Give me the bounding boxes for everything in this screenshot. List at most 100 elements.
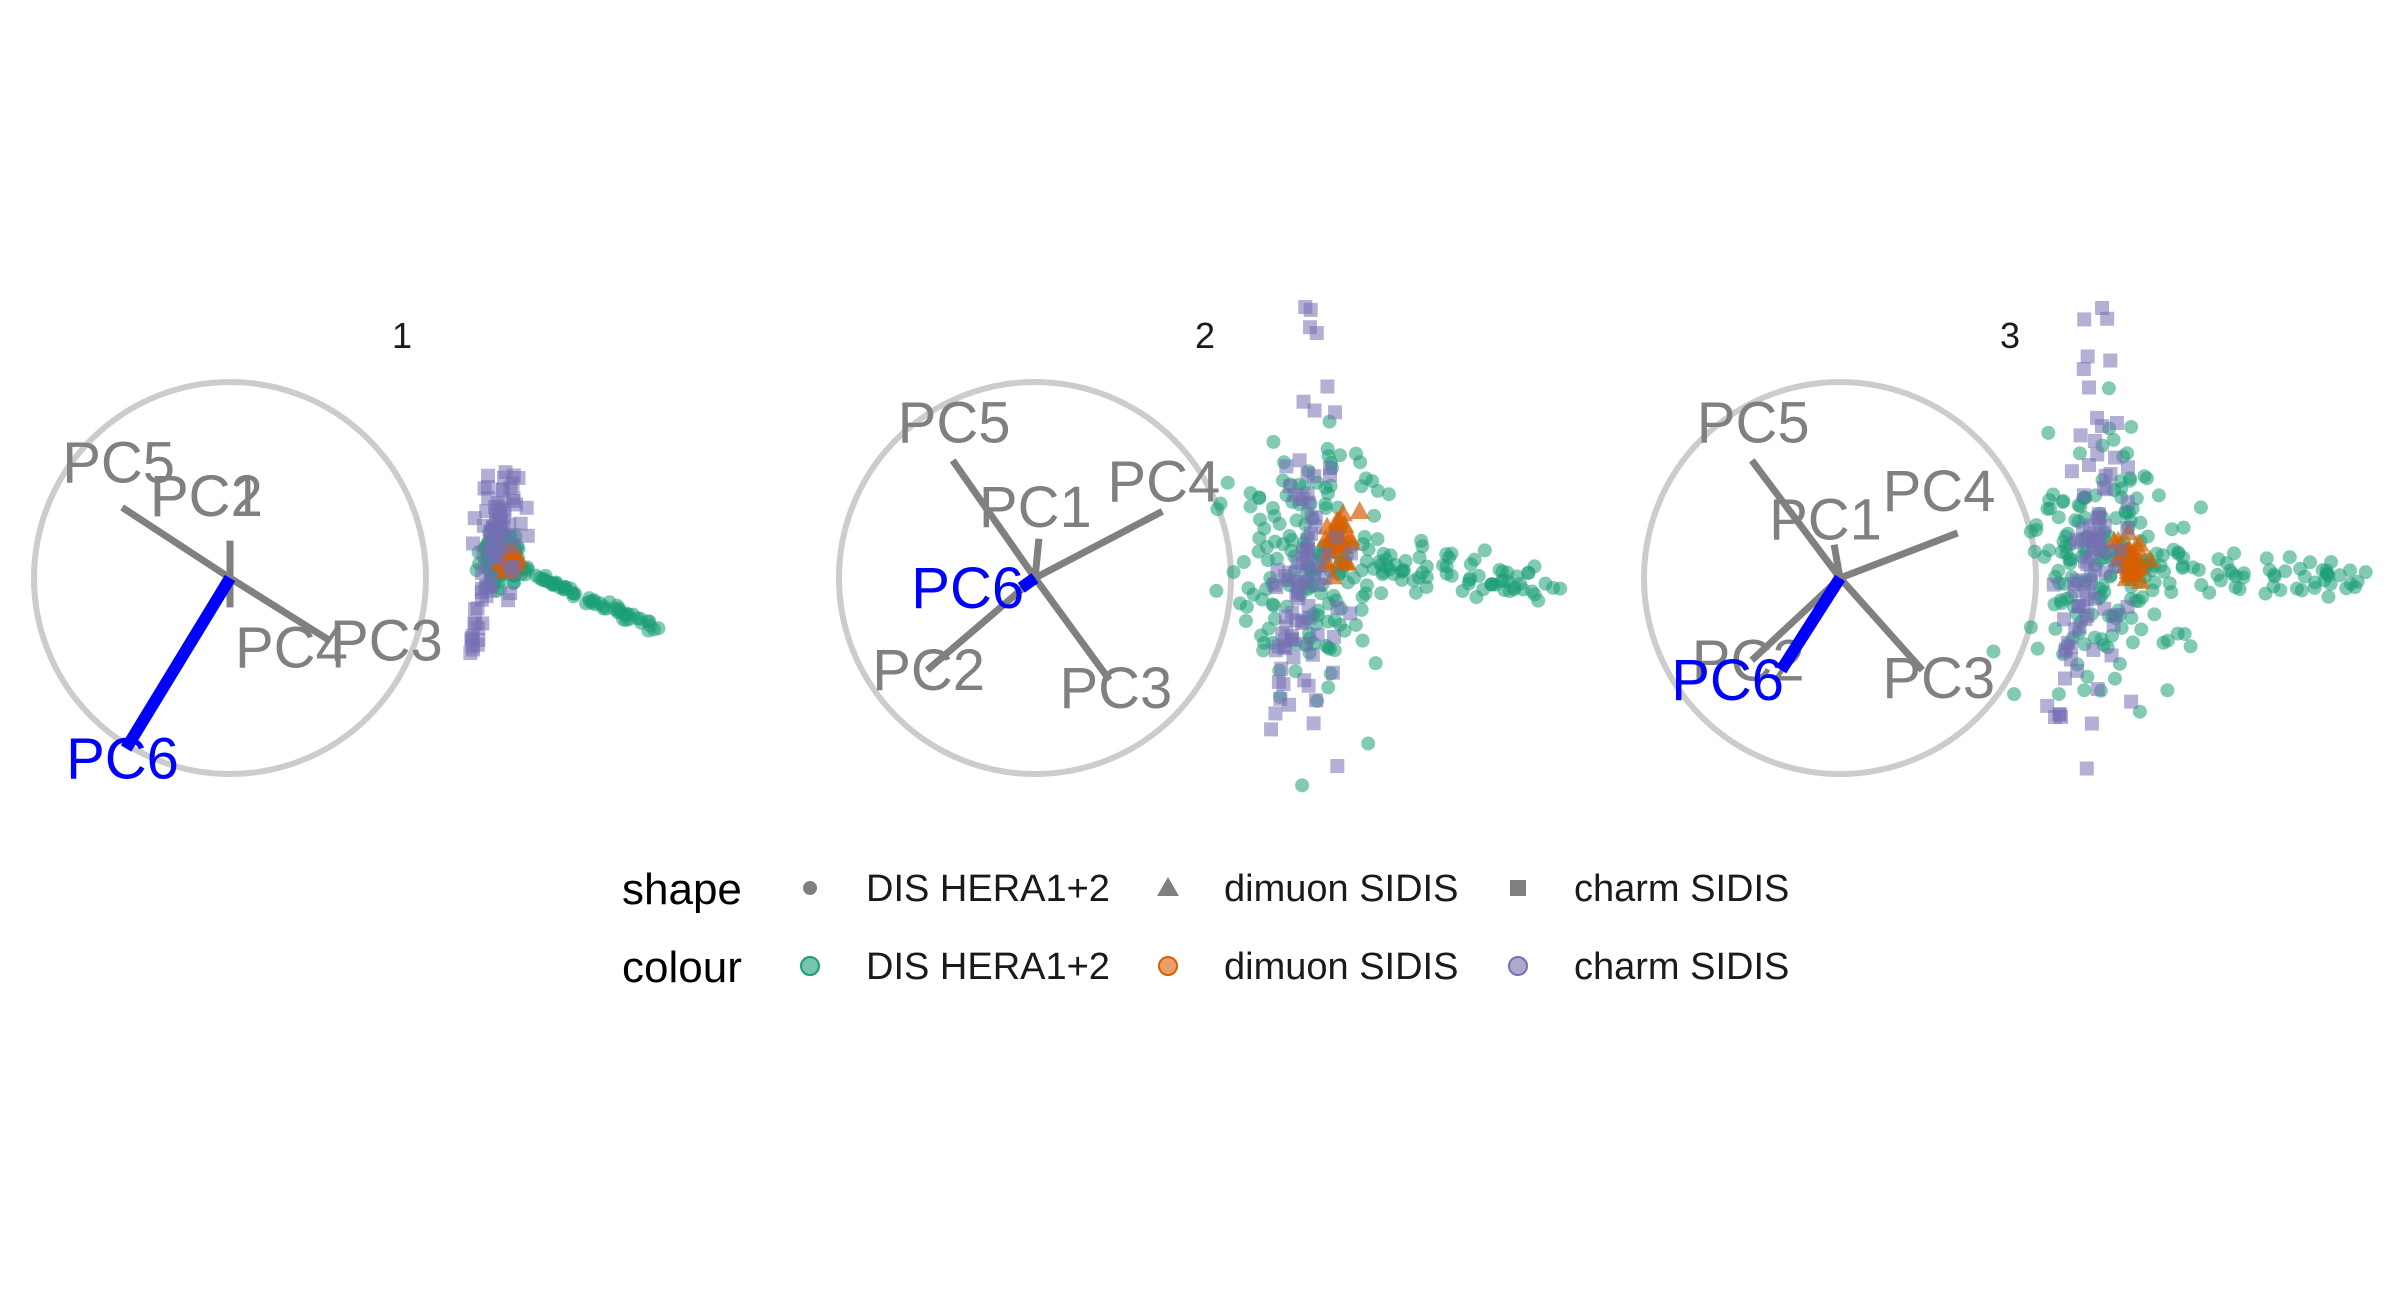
data-point-dis-hera1-2 (2051, 687, 2066, 702)
data-point-charm-sidis (2095, 301, 2110, 316)
loading-label-pc2: PC2 (872, 638, 985, 703)
data-point-charm-sidis (1296, 394, 1311, 409)
data-point-dis-hera1-2 (1241, 581, 1256, 596)
data-point-dis-hera1-2 (1419, 580, 1434, 595)
data-point-dis-hera1-2 (2321, 589, 2336, 604)
data-point-dis-hera1-2 (2054, 596, 2069, 611)
data-point-charm-sidis (2064, 464, 2079, 479)
panel-title: 1 (392, 315, 412, 356)
data-point-dis-hera1-2 (1295, 778, 1310, 793)
data-point-dis-hera1-2 (2156, 635, 2171, 650)
data-point-charm-sidis (2076, 362, 2091, 377)
loading-label-pc4: PC4 (1883, 459, 1996, 524)
data-point-dis-hera1-2 (1553, 581, 1568, 596)
data-point-charm-sidis (1305, 647, 1320, 662)
data-point-dis-hera1-2 (1348, 617, 1363, 632)
data-point-charm-sidis (1301, 678, 1316, 693)
data-point-charm-sidis (2090, 447, 2105, 462)
data-point-charm-sidis (1306, 716, 1321, 731)
data-point-charm-sidis (493, 534, 508, 549)
data-point-charm-sidis (511, 471, 526, 486)
data-point-dis-hera1-2 (2303, 555, 2318, 570)
data-point-charm-sidis (1307, 403, 1322, 418)
data-point-dis-hera1-2 (1496, 573, 1511, 588)
data-point-dis-hera1-2 (2140, 529, 2155, 544)
loading-label-pc1: PC1 (1769, 488, 1882, 553)
loading-label-pc5: PC5 (62, 430, 175, 495)
data-point-charm-sidis (1300, 466, 1315, 481)
data-point-charm-sidis (1282, 479, 1297, 494)
data-point-charm-sidis (1274, 661, 1289, 676)
data-point-dis-hera1-2 (2176, 520, 2191, 535)
legend-label: dimuon SIDIS (1224, 868, 1458, 910)
data-point-dis-hera1-2 (2151, 488, 2166, 503)
data-point-charm-sidis (2076, 488, 2091, 503)
loading-label-pc6: PC6 (911, 556, 1024, 621)
data-point-dimuon-sidis (1349, 501, 1370, 519)
data-point-charm-sidis (2069, 532, 2084, 547)
data-point-charm-sidis (468, 616, 483, 631)
data-point-dis-hera1-2 (1525, 584, 1540, 599)
data-point-charm-sidis (2052, 707, 2067, 722)
data-point-charm-sidis (2090, 682, 2105, 697)
data-point-dis-hera1-2 (1252, 531, 1267, 546)
data-point-charm-sidis (2058, 644, 2073, 659)
data-point-dis-hera1-2 (1340, 575, 1355, 590)
data-point-dis-hera1-2 (2308, 575, 2323, 590)
data-point-charm-sidis (1343, 546, 1358, 561)
loading-line-pc5 (949, 458, 1038, 581)
data-point-dis-hera1-2 (1236, 555, 1251, 570)
data-point-charm-sidis (2104, 648, 2119, 663)
data-point-dis-hera1-2 (1376, 565, 1391, 580)
data-point-charm-sidis (1296, 614, 1311, 629)
data-point-charm-sidis (1299, 636, 1314, 651)
data-point-dis-hera1-2 (1243, 499, 1258, 514)
panel-title: 3 (2000, 315, 2020, 356)
data-point-charm-sidis (2057, 612, 2072, 627)
data-point-dis-hera1-2 (1265, 501, 1280, 516)
data-point-charm-sidis (2097, 480, 2112, 495)
data-point-dis-hera1-2 (1368, 656, 1383, 671)
data-point-dis-hera1-2 (2211, 552, 2226, 567)
data-point-charm-sidis (1320, 379, 1335, 394)
data-point-dis-hera1-2 (1394, 572, 1409, 587)
data-point-dis-hera1-2 (1367, 508, 1382, 523)
data-point-charm-sidis (474, 585, 489, 600)
legend-label: DIS HERA1+2 (866, 946, 1110, 988)
data-point-dis-hera1-2 (2160, 683, 2175, 698)
loading-label-pc3: PC3 (1882, 646, 1995, 711)
data-point-charm-sidis (1282, 697, 1297, 712)
data-point-dis-hera1-2 (2282, 550, 2297, 565)
data-point-dis-hera1-2 (2171, 545, 2186, 560)
series-charm-sidis (1264, 300, 1358, 774)
data-point-charm-sidis (1289, 588, 1304, 603)
panel-2: 2 PC1 PC2 PC3 PC4 PC5 PC6 (836, 300, 1568, 793)
data-point-charm-sidis (487, 522, 502, 537)
data-point-charm-sidis (2100, 311, 2115, 326)
loading-line-pc5 (1749, 458, 1843, 581)
data-point-dis-hera1-2 (2051, 510, 2066, 525)
data-point-dis-hera1-2 (2259, 551, 2274, 566)
data-point-charm-sidis (2057, 671, 2072, 686)
data-point-charm-sidis (2082, 380, 2097, 395)
data-point-charm-sidis (1309, 693, 1324, 708)
data-point-charm-sidis (1295, 558, 1310, 573)
data-point-dis-hera1-2 (1354, 602, 1369, 617)
data-point-charm-sidis (488, 500, 503, 515)
data-point-dis-hera1-2 (1233, 596, 1248, 611)
data-point-dis-hera1-2 (2124, 610, 2139, 625)
data-point-dis-hera1-2 (1320, 614, 1335, 629)
data-point-dis-hera1-2 (2185, 560, 2200, 575)
data-point-dis-hera1-2 (2232, 582, 2247, 597)
data-point-dis-hera1-2 (1477, 543, 1492, 558)
data-point-dis-hera1-2 (1357, 530, 1372, 545)
legend-key-colour (1158, 956, 1178, 976)
legend-key-triangle (1157, 877, 1179, 896)
data-point-dis-hera1-2 (2101, 381, 2116, 396)
loading-line-pc6 (1776, 574, 1846, 674)
data-point-dis-hera1-2 (2055, 494, 2070, 509)
data-point-dis-hera1-2 (1370, 532, 1385, 547)
loading-line-pc6 (120, 574, 236, 752)
legend-key-colour (1508, 956, 1528, 976)
